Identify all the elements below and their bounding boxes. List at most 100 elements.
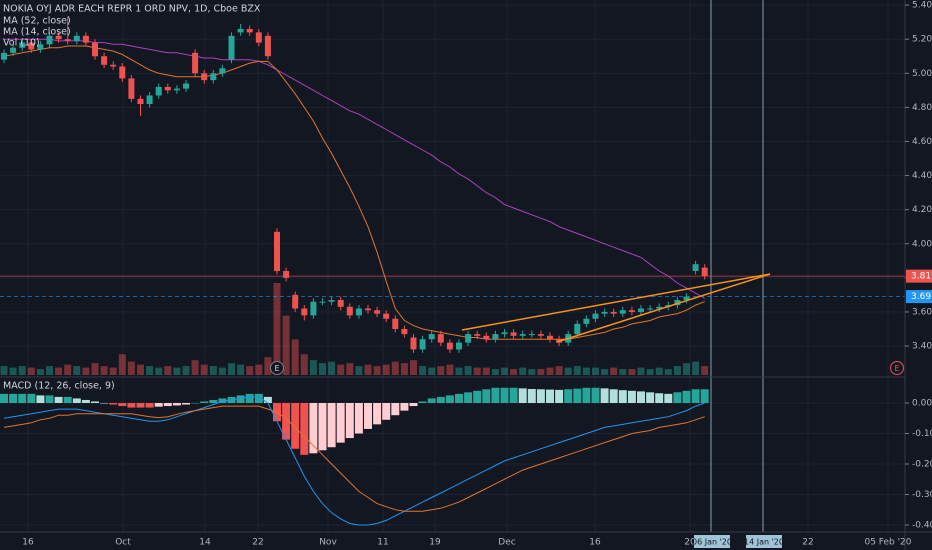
candle-body — [683, 296, 690, 300]
macd-histogram-bar — [418, 401, 427, 404]
candle-body — [37, 44, 44, 50]
macd-histogram-bar — [382, 403, 391, 420]
volume-bar — [127, 361, 135, 375]
volume-bar — [564, 367, 572, 375]
macd-histogram-bar — [655, 393, 664, 404]
candle-body — [355, 308, 362, 316]
macd-histogram-bar — [218, 398, 227, 404]
macd-histogram-bar — [172, 403, 181, 406]
volume-bar — [0, 366, 8, 375]
candle-body — [456, 342, 462, 350]
candle-body — [219, 68, 226, 74]
candle-body — [628, 310, 635, 312]
macd-histogram-bar — [145, 403, 154, 408]
macd-histogram-bar — [455, 393, 463, 404]
volume-bar — [209, 366, 217, 375]
macd-histogram-bar — [245, 393, 254, 404]
y-tick-label: 4.40 — [912, 171, 932, 181]
candle-body — [592, 313, 599, 319]
candle-body — [328, 300, 335, 302]
macd-histogram-bar — [109, 403, 118, 405]
candle-body — [401, 328, 408, 335]
macd-histogram-bar — [300, 403, 309, 455]
macd-histogram-bar — [54, 396, 63, 404]
x-tick-label: 05 Feb '20 — [864, 538, 911, 548]
volume-bar — [473, 367, 481, 375]
candle-body — [465, 334, 472, 343]
volume-bar — [546, 367, 554, 375]
legend-entry: MA (52, close) — [3, 16, 71, 27]
price-label-box — [906, 290, 932, 304]
volume-bar — [146, 366, 154, 375]
volume-bar — [419, 366, 427, 375]
macd-histogram-bar — [500, 387, 509, 404]
x-tick-label: Dec — [498, 538, 515, 548]
candle-body — [237, 28, 244, 33]
x-tick-label: 19 — [429, 538, 441, 548]
volume-bar — [592, 367, 599, 375]
volume-bar — [337, 364, 345, 375]
macd-histogram-bar — [309, 403, 318, 454]
candle-body — [101, 56, 108, 65]
x-tick-label: Nov — [319, 538, 337, 548]
candle-body — [128, 78, 135, 99]
macd-histogram-bar — [527, 388, 536, 404]
volume-bar — [346, 363, 354, 375]
candle-body — [146, 95, 153, 104]
macd-histogram-bar — [600, 388, 609, 404]
macd-histogram-bar — [163, 403, 172, 407]
volume-bar — [410, 360, 417, 375]
volume-bar — [692, 361, 700, 375]
volume-bar — [200, 364, 208, 375]
macd-histogram-bar — [291, 403, 300, 449]
volume-bar — [664, 369, 672, 375]
macd-histogram-bar — [318, 403, 327, 451]
volume-bar — [255, 364, 263, 375]
candle-body — [492, 334, 499, 340]
y-tick-label: 3.40 — [912, 342, 932, 352]
chart-title: NOKIA OYJ ADR EACH REPR 1 ORD NPV, 1D, C… — [3, 4, 261, 15]
macd-histogram-bar — [345, 403, 354, 439]
candle-body — [337, 300, 344, 307]
candle-body — [537, 334, 544, 336]
macd-line — [3, 396, 705, 526]
volume-bar — [291, 339, 299, 375]
volume-bar — [73, 366, 81, 375]
candle-body — [19, 42, 26, 48]
volume-bar — [100, 366, 108, 375]
macd-histogram-bar — [591, 387, 600, 404]
macd-histogram-bar — [236, 395, 245, 404]
y-tick-label: -0.10 — [912, 429, 932, 439]
candle-body — [383, 313, 390, 319]
x-tick-label: 22 — [802, 538, 813, 548]
macd-histogram-bar — [400, 403, 409, 411]
y-tick-label: -0.20 — [912, 459, 932, 469]
volume-bar — [182, 366, 190, 375]
macd-histogram-bar — [482, 389, 491, 404]
trendline-upper — [461, 273, 771, 331]
volume-bar — [218, 367, 226, 375]
macd-layer — [0, 387, 709, 526]
volume-bar — [55, 367, 63, 375]
trendline-drawing — [461, 273, 771, 343]
macd-histogram-bar — [427, 398, 436, 404]
volume-bar — [9, 367, 17, 375]
candle-layer — [1, 17, 708, 353]
candle-body — [701, 267, 708, 277]
macd-histogram-bar — [691, 389, 700, 404]
macd-histogram-bar — [491, 387, 500, 404]
x-tick-label: 22 — [252, 538, 263, 548]
volume-bar — [482, 367, 490, 375]
y-tick-label: 0.00 — [912, 399, 932, 409]
candle-body — [155, 86, 162, 96]
candle-body — [647, 308, 654, 310]
macd-histogram-bar — [282, 403, 291, 440]
candle-body — [255, 32, 262, 43]
volume-bar — [282, 315, 290, 375]
macd-histogram-bar — [18, 393, 27, 404]
volume-bar — [519, 367, 527, 375]
volume-bar — [683, 363, 690, 375]
y-tick-label: 5.20 — [912, 35, 932, 45]
volume-bar — [501, 367, 508, 375]
volume-bar — [355, 366, 363, 375]
